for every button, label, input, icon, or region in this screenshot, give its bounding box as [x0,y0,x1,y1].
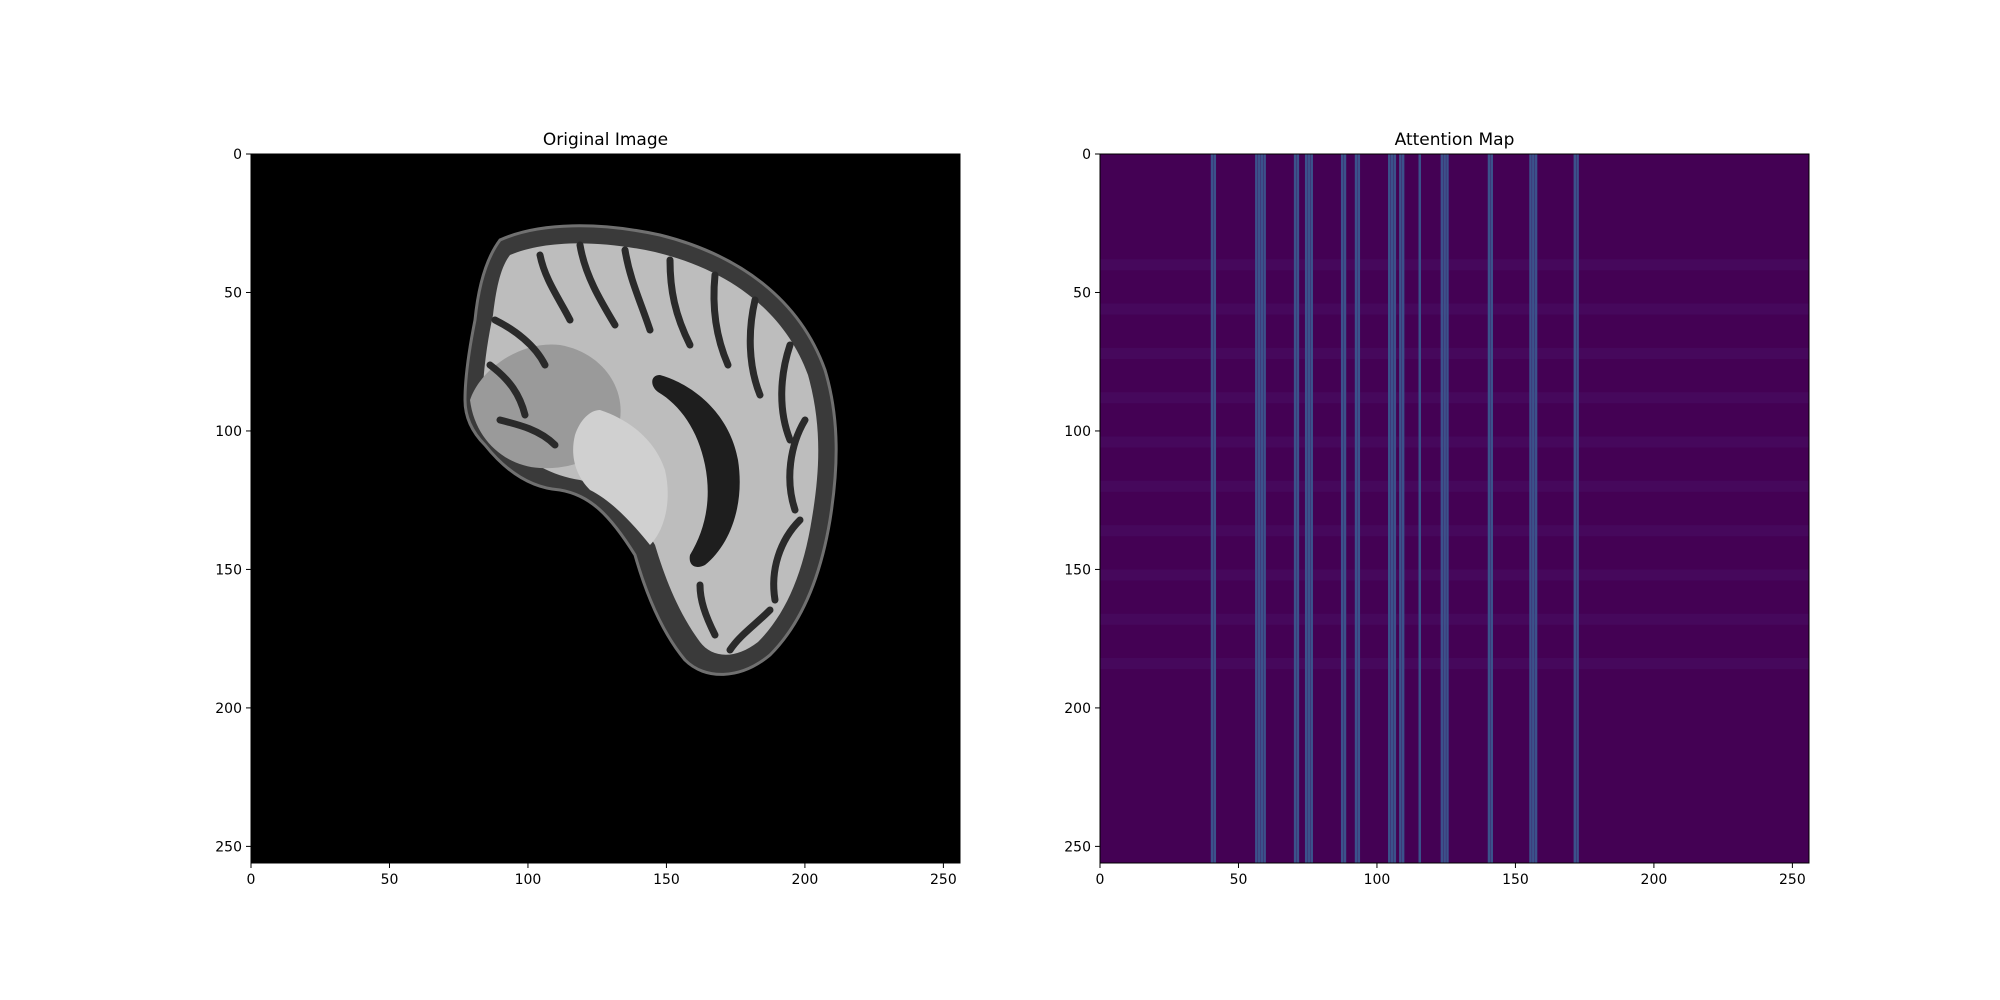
brain-slice [463,224,838,676]
attention-stripe [1418,154,1421,863]
attention-x-tick-label: 200 [1641,872,1668,888]
attention-band [1100,259,1809,271]
brain-inner-region [573,410,668,545]
attention-band [1100,392,1809,404]
attention-stripe [1534,154,1538,863]
attention-x-tick-label: 50 [1230,872,1248,888]
attention-stripe [1296,154,1300,863]
original-y-tick-label: 0 [233,147,242,163]
attention-y-tick-label: 0 [1082,147,1091,163]
attention-map-background [1100,154,1809,863]
attention-map-axes: 0 50 100 150 200 250 0 50 100 150 200 250 [1064,147,1805,888]
attention-horizontal-bands [1100,259,1809,670]
attention-stripe [1390,154,1394,863]
attention-x-tick-label: 0 [1096,872,1105,888]
attention-band [1100,658,1809,670]
attention-stripe [1393,154,1397,863]
original-x-tick-label: 250 [930,872,957,888]
attention-stripe [1354,154,1358,863]
original-x-tick-label: 0 [247,872,256,888]
original-image-axes: 0 50 100 150 200 250 0 50 100 150 200 250 [215,147,956,888]
attention-stripe [1532,154,1535,863]
original-x-tick-label: 100 [515,872,542,888]
original-x-tick-label: 50 [381,872,399,888]
attention-band [1100,303,1809,315]
original-y-tick-label: 100 [215,424,242,440]
attention-map-frame [1099,153,1810,864]
attention-stripe [1257,154,1261,863]
attention-map-panel: Attention Map 0 50 100 150 200 250 0 50 100 150 20… [1064,130,1810,888]
attention-stripe [1440,154,1444,863]
attention-stripe [1573,154,1577,863]
attention-stripe [1213,154,1217,863]
attention-stripe [1260,154,1264,863]
original-x-tick-label: 200 [792,872,819,888]
attention-y-tick-label: 100 [1064,424,1091,440]
attention-stripe [1490,154,1493,863]
attention-x-tick-label: 250 [1779,872,1806,888]
attention-stripe [1340,154,1344,863]
attention-stripe [1487,154,1491,863]
attention-band [1100,480,1809,492]
original-y-tick-label: 50 [224,285,242,301]
attention-vertical-stripes [1210,154,1579,863]
attention-band [1100,569,1809,581]
original-image-frame [250,153,961,864]
original-image-title: Original Image [543,130,668,150]
attention-stripe [1210,154,1214,863]
attention-stripe [1293,154,1297,863]
attention-band [1100,613,1809,625]
attention-stripe [1529,154,1532,863]
attention-stripe [1401,154,1405,863]
brain-ventricle [652,375,740,567]
attention-stripe [1446,154,1449,863]
attention-y-tick-label: 200 [1064,701,1091,717]
attention-stripe [1304,154,1308,863]
attention-stripe [1307,154,1311,863]
attention-stripe [1310,154,1313,863]
original-y-tick-label: 250 [215,839,242,855]
attention-stripe [1576,154,1579,863]
attention-band [1100,436,1809,448]
attention-stripe [1255,154,1258,863]
attention-x-tick-label: 150 [1502,872,1529,888]
brain-sulci [486,241,809,654]
attention-y-tick-label: 50 [1073,285,1091,301]
attention-stripe [1357,154,1361,863]
attention-band [1100,347,1809,359]
original-y-tick-label: 150 [215,562,242,578]
attention-stripe [1443,154,1446,863]
attention-stripe [1263,154,1266,863]
attention-stripe [1343,154,1347,863]
attention-band [1100,525,1809,537]
attention-map-title: Attention Map [1395,130,1515,150]
attention-y-tick-label: 250 [1064,839,1091,855]
attention-stripe [1399,154,1402,863]
attention-stripe [1388,154,1391,863]
original-x-tick-label: 150 [653,872,680,888]
original-y-tick-label: 200 [215,701,242,717]
original-image-panel: Original Image [215,130,961,888]
attention-x-tick-label: 100 [1364,872,1391,888]
attention-y-tick-label: 150 [1064,562,1091,578]
